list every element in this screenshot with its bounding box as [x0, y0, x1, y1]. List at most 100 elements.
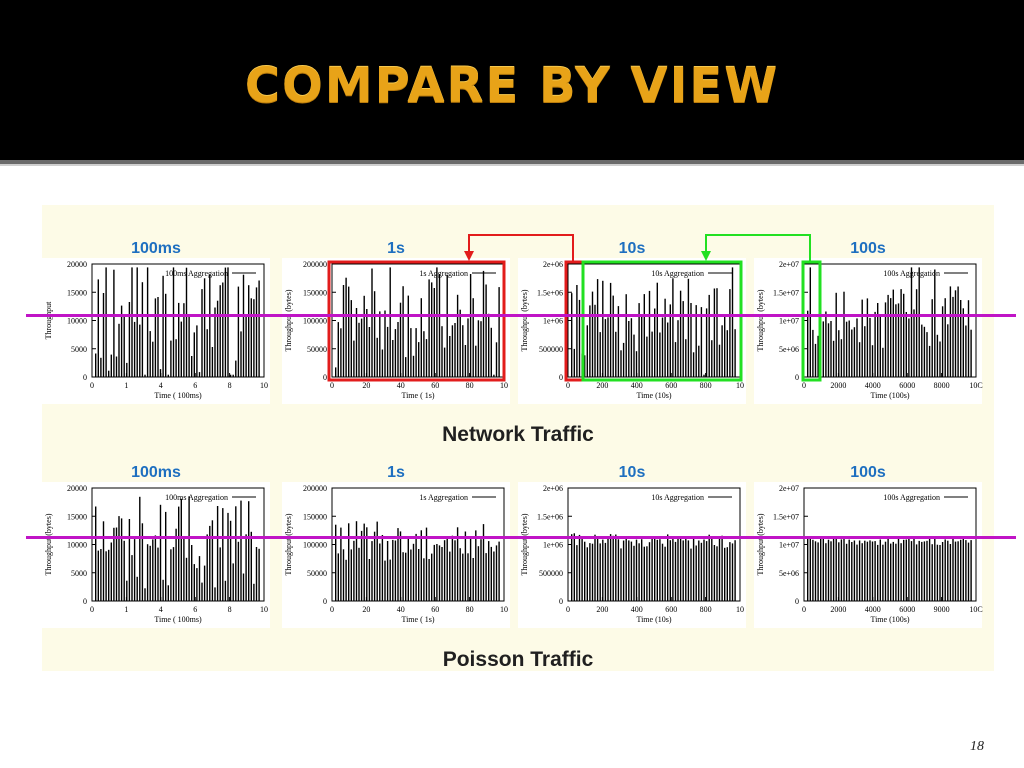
- bar: [358, 322, 360, 377]
- bar: [451, 535, 454, 601]
- bar: [918, 267, 920, 377]
- column-label: 100s: [850, 240, 886, 257]
- y-tick-label: 2e+07: [779, 260, 799, 269]
- bar: [926, 540, 928, 601]
- bar: [418, 342, 420, 377]
- bar: [612, 295, 614, 377]
- bar: [472, 558, 474, 601]
- bar: [851, 329, 853, 377]
- bar: [641, 314, 643, 377]
- bar: [734, 329, 736, 377]
- bar: [363, 295, 365, 377]
- chart-panel-poisson-100ms: 100ms 0 5000 10000 15000 20000 0 1 4 6 8 10 Time ( 1…: [42, 464, 270, 628]
- bar: [371, 268, 373, 377]
- x-tick-label: 10: [260, 605, 268, 614]
- x-tick-label: 0: [90, 605, 94, 614]
- y-tick-label: 200000: [303, 484, 327, 493]
- bar: [635, 351, 638, 377]
- bar: [128, 519, 131, 601]
- bar: [692, 352, 695, 377]
- bar: [586, 325, 588, 377]
- bar: [887, 539, 889, 601]
- bar: [947, 324, 949, 377]
- bar: [915, 544, 918, 601]
- bar: [165, 293, 167, 377]
- bar: [183, 303, 185, 377]
- bar: [711, 538, 713, 601]
- x-tick-label: 6000: [899, 381, 915, 390]
- bar: [633, 334, 635, 377]
- bar: [224, 580, 227, 601]
- x-tick-label: 4000: [865, 381, 881, 390]
- bar: [941, 542, 944, 601]
- bar: [167, 374, 169, 377]
- bar: [591, 543, 594, 601]
- bar: [381, 349, 384, 377]
- bar: [820, 537, 822, 601]
- bar: [661, 543, 664, 601]
- bar: [703, 374, 705, 377]
- bar: [825, 543, 827, 601]
- bar: [687, 540, 690, 601]
- bar: [482, 524, 485, 601]
- bar: [856, 318, 858, 377]
- chart-panel-network-10s: 10s 0 500000 1e+06 1.5e+06 2e+06 0 200 400 600 800…: [518, 240, 746, 404]
- bar: [126, 362, 128, 377]
- bar: [667, 322, 669, 377]
- bar: [420, 530, 422, 601]
- y-tick-label: 1e+06: [543, 541, 563, 550]
- bar: [874, 311, 876, 377]
- bar: [578, 534, 581, 601]
- bar: [711, 340, 713, 377]
- bar: [900, 543, 902, 601]
- bar: [198, 556, 201, 601]
- bar: [464, 345, 467, 377]
- bar: [133, 539, 136, 601]
- x-tick-label: 4: [159, 381, 163, 390]
- bar: [690, 303, 692, 377]
- x-tick-label: 10: [260, 381, 268, 390]
- bar: [931, 544, 933, 601]
- bar: [830, 541, 832, 601]
- comparison-figure: 100ms 0 5000 10000 15000 20000 0 1 4 6 8 10 Time ( 1…: [42, 205, 994, 671]
- bar: [373, 531, 376, 601]
- bar: [897, 303, 900, 377]
- bar: [433, 544, 435, 601]
- bar: [340, 328, 342, 377]
- bar: [625, 538, 627, 601]
- bar: [495, 545, 498, 601]
- bar: [910, 541, 913, 601]
- bar: [832, 538, 835, 601]
- bar: [599, 543, 601, 601]
- bar: [718, 538, 721, 601]
- bar: [915, 289, 918, 377]
- bar: [229, 520, 232, 601]
- bar: [358, 547, 360, 601]
- bar: [692, 536, 695, 601]
- x-tick-label: 2000: [830, 605, 846, 614]
- x-tick-label: 20: [362, 381, 370, 390]
- bar: [255, 287, 258, 377]
- bar: [864, 540, 866, 601]
- bar: [379, 543, 381, 601]
- bar: [475, 530, 477, 601]
- bar: [895, 304, 897, 377]
- bar: [853, 540, 856, 601]
- bar: [913, 309, 915, 377]
- x-tick-label: 10C: [969, 381, 982, 390]
- bar: [420, 298, 422, 377]
- bar: [206, 534, 208, 601]
- bar: [462, 553, 464, 601]
- bar: [242, 573, 245, 601]
- x-tick-label: 40: [397, 605, 405, 614]
- bar: [641, 539, 643, 601]
- bar: [646, 546, 648, 601]
- bar: [812, 329, 814, 377]
- bar: [726, 547, 728, 601]
- bar: [102, 521, 105, 601]
- bar: [172, 547, 175, 601]
- x-tick-label: 1: [124, 381, 128, 390]
- x-tick-label: 10: [736, 381, 744, 390]
- bar: [866, 298, 869, 377]
- bar: [589, 305, 591, 377]
